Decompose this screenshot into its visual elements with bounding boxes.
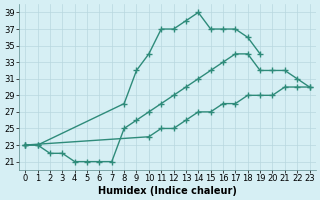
X-axis label: Humidex (Indice chaleur): Humidex (Indice chaleur) <box>98 186 237 196</box>
